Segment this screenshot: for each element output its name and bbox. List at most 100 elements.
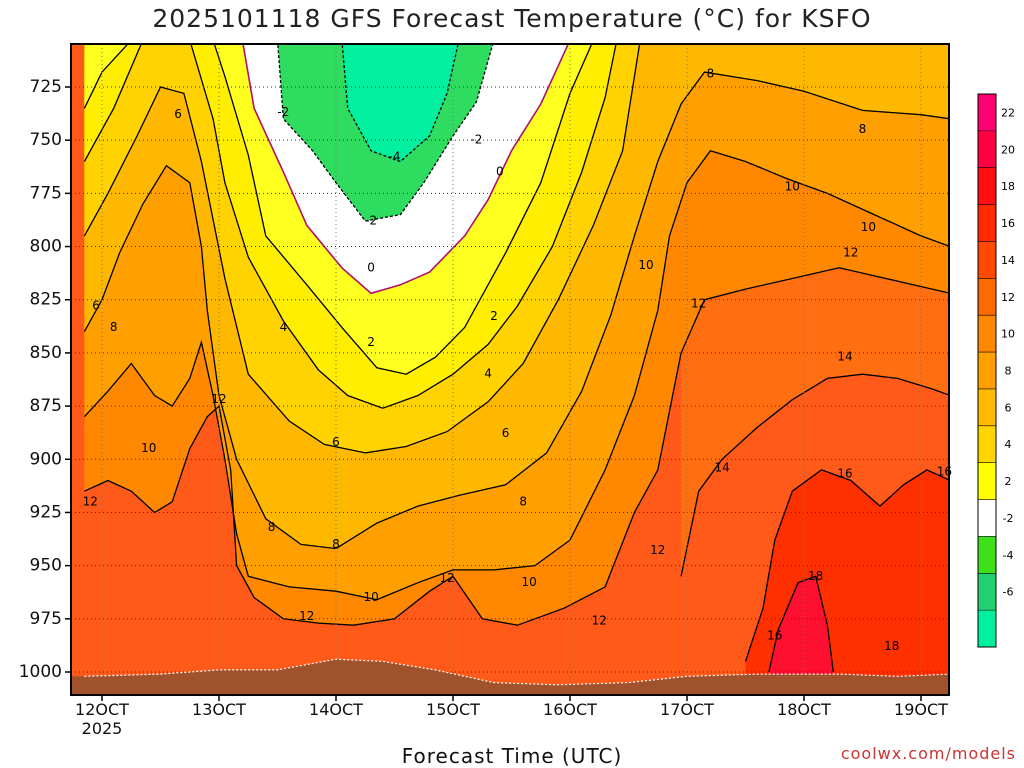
- contour-label: 8: [332, 537, 340, 551]
- colorbar-label: 16: [1001, 217, 1015, 230]
- grid-layer: [71, 44, 949, 695]
- colorbar-label: -2: [1003, 512, 1014, 525]
- contour-label: 12: [83, 494, 98, 508]
- contour-label: 18: [808, 569, 823, 583]
- chart-title: 2025101118 GFS Forecast Temperature (°C)…: [152, 4, 872, 33]
- y-tick-label: 775: [30, 183, 62, 203]
- colorbar-label: 6: [1005, 401, 1012, 414]
- contour-label: 2: [490, 309, 498, 323]
- colorbar-segment: [978, 573, 996, 611]
- contour-label: 10: [638, 258, 653, 272]
- colorbar-segment: [978, 204, 996, 242]
- y-tick-label: 975: [30, 609, 62, 629]
- colorbar-label: 22: [1001, 106, 1015, 119]
- contour-label: 12: [211, 392, 226, 406]
- y-tick-label: 750: [30, 130, 62, 150]
- fill-region-18: [768, 576, 834, 695]
- contour-label: 10: [521, 575, 536, 589]
- contour-line-16: [744, 469, 949, 662]
- colorbar-label: 20: [1001, 143, 1015, 156]
- colorbar-segment: [978, 167, 996, 206]
- ground-layer: [71, 658, 949, 695]
- contour-line--2: [277, 44, 494, 222]
- contour-label: 4: [280, 320, 288, 334]
- colorbar-label: 18: [1001, 180, 1015, 193]
- contour-label: 4: [484, 367, 492, 381]
- contour-label: 10: [785, 180, 800, 194]
- x-tick-label: 15OCT: [426, 700, 480, 719]
- contour-line-0: [242, 44, 570, 295]
- ground-terrain: [71, 659, 949, 695]
- colorbar-frame: [977, 93, 997, 648]
- contour-label: 12: [299, 609, 314, 623]
- x-tick-label: 13OCT: [192, 700, 246, 719]
- contour-label: 8: [268, 520, 276, 534]
- contour-label: 10: [141, 441, 156, 455]
- y-tick-label: 875: [30, 396, 62, 416]
- x-tick-label: 14OCT: [309, 700, 363, 719]
- contour-line-12: [84, 267, 949, 626]
- colorbar-segment: [978, 536, 996, 574]
- colorbar-label: 8: [1005, 365, 1012, 378]
- colorbar-segment: [978, 610, 996, 648]
- y-axis: 725 750 775 800 825 850 875 900 925 950 975 1000: [19, 77, 71, 682]
- y-tick-label: 950: [30, 556, 62, 576]
- colorbar-label: -6: [1003, 586, 1014, 599]
- contour-label: -4: [389, 150, 401, 164]
- y-tick-label: 1000: [19, 662, 62, 682]
- x-axis-title: Forecast Time (UTC): [401, 744, 623, 768]
- contour-label: 2: [367, 335, 375, 349]
- colorbar-segment: [978, 388, 996, 427]
- colorbar-label: 2: [1005, 475, 1012, 488]
- colorbar: 22 20 18 16 14 12 10 8 6 4 2 -2 -4 -6: [977, 93, 1015, 648]
- contour-label: 8: [859, 122, 867, 136]
- temperature-fill-layer: [71, 44, 949, 695]
- colorbar-segment: [978, 315, 996, 353]
- colorbar-label: 14: [1001, 254, 1015, 267]
- contour-label: 8: [110, 320, 118, 334]
- x-tick-label: 19OCT: [894, 700, 948, 719]
- contour-label: 8: [519, 494, 527, 508]
- y-tick-label: 800: [30, 237, 62, 257]
- site-credit: coolwx.com/models: [840, 744, 1016, 763]
- colorbar-segment: [978, 241, 996, 279]
- contour-label: 0: [367, 260, 375, 274]
- contour-label: 14: [714, 460, 729, 474]
- colorbar-segment: [978, 278, 996, 316]
- contour-label: 6: [174, 107, 182, 121]
- contour-label: 6: [92, 299, 100, 313]
- plot-frame: [70, 43, 950, 696]
- contour-label: 10: [363, 590, 378, 604]
- ground-outline: [84, 658, 949, 686]
- colorbar-segment: [978, 352, 996, 390]
- contour-label: -2: [470, 133, 482, 147]
- contour-line-6: [83, 44, 641, 454]
- colorbar-label: 10: [1001, 328, 1015, 341]
- x-tick-year: 2025: [82, 719, 123, 738]
- contour-line-4: [83, 44, 617, 409]
- x-tick-label: 18OCT: [777, 700, 831, 719]
- colorbar-segment: [978, 425, 996, 464]
- contour-line-14: [680, 373, 949, 577]
- colorbar-label: 4: [1005, 438, 1012, 451]
- colorbar-segment: [978, 130, 996, 169]
- x-tick-label: 12OCT: [75, 700, 129, 719]
- contour-label: 6: [502, 426, 510, 440]
- contour-label: 12: [592, 613, 607, 627]
- contour-line-18: [768, 575, 834, 673]
- contour-label: 12: [691, 297, 706, 311]
- contour-label: 12: [439, 571, 454, 585]
- y-tick-label: 850: [30, 343, 62, 363]
- y-tick-label: 725: [30, 77, 62, 97]
- contour-label: 8: [707, 67, 715, 81]
- contour-line-10: [83, 150, 949, 601]
- colorbar-label: 12: [1001, 291, 1015, 304]
- contour-label: 14: [837, 350, 852, 364]
- x-axis: 12OCT 13OCT 14OCT 15OCT 16OCT 17OCT 18OCT 19OCT…: [75, 695, 948, 738]
- contour-label: -2: [365, 214, 377, 228]
- contour-label: -2: [277, 105, 289, 119]
- contour-line-2: [83, 44, 593, 375]
- contour-label: 12: [650, 543, 665, 557]
- contour-label: 16: [837, 467, 852, 481]
- y-tick-label: 825: [30, 290, 62, 310]
